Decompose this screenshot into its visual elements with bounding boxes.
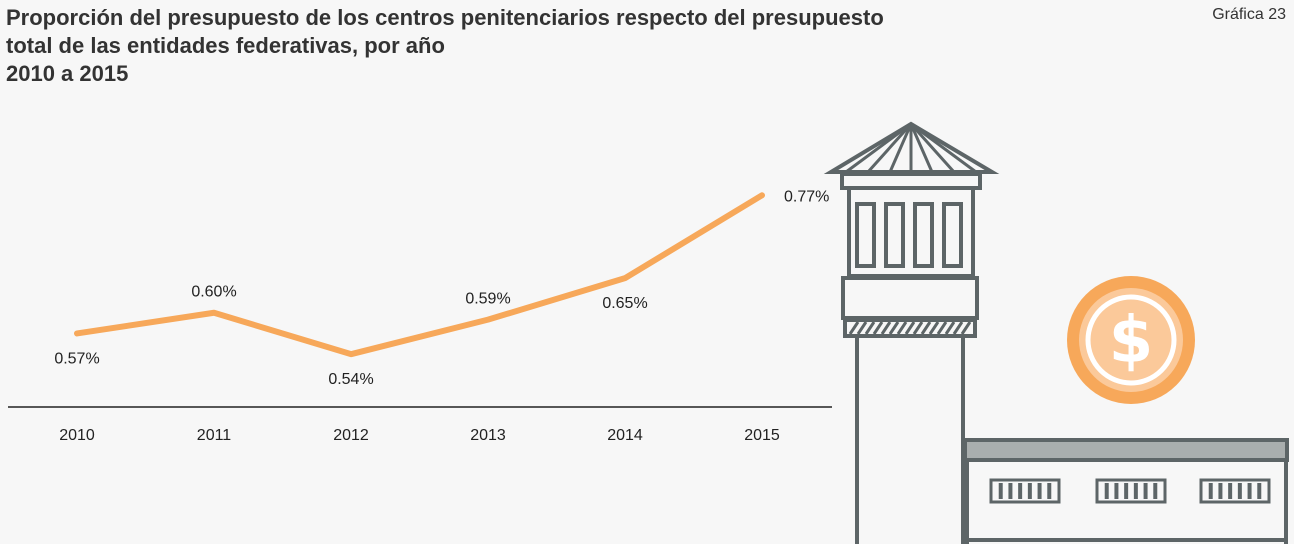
hatch-line	[896, 321, 908, 335]
chart-title: Proporción del presupuesto de los centro…	[6, 4, 906, 88]
dollar-coin-icon: $	[1067, 276, 1195, 404]
data-label-2013: 0.59%	[465, 291, 510, 308]
data-label-2012: 0.54%	[328, 371, 373, 388]
tower-eave	[840, 172, 982, 190]
hatch-line	[944, 321, 956, 335]
chart-title-line-2: total de las entidades federativas, por …	[6, 33, 445, 58]
dollar-sign-icon: $	[1109, 304, 1154, 378]
roof-line	[845, 122, 912, 174]
hatch-line	[880, 321, 892, 335]
roof-line	[910, 122, 977, 174]
data-label-2010: 0.57%	[54, 350, 99, 367]
hatch-line	[920, 321, 932, 335]
hatch-line	[960, 321, 972, 335]
roof-line	[909, 123, 934, 173]
tower-window-1	[855, 202, 876, 268]
tower-hatch-lines	[848, 321, 972, 335]
coin-ring	[1085, 294, 1177, 386]
chart-number-label: Gráfica 23	[1212, 6, 1286, 23]
roof-line	[866, 122, 913, 174]
building-barred-windows	[989, 478, 1271, 504]
hatch-line	[928, 321, 940, 335]
data-label-2011: 0.60%	[191, 284, 236, 301]
chart-title-line-1: Proporción del presupuesto de los centro…	[6, 5, 884, 30]
tower-window-2	[884, 202, 905, 268]
hatch-line	[888, 321, 900, 335]
x-tick-label-2010: 2010	[59, 427, 95, 444]
roof-line	[888, 123, 913, 173]
series-line	[74, 192, 765, 358]
data-label-2014: 0.65%	[602, 295, 647, 312]
x-tick-label-2013: 2013	[470, 427, 506, 444]
barred-window-1	[989, 478, 1061, 504]
x-tick-labels: 2010 2011 2012 2013 2014 2015	[59, 427, 780, 444]
tower-roof-lines	[845, 122, 977, 174]
coin-inner	[1079, 288, 1183, 392]
hatch-line	[912, 321, 924, 335]
roof-line	[909, 122, 956, 174]
x-tick-label-2012: 2012	[333, 427, 369, 444]
hatch-line	[856, 321, 868, 335]
tower-hatched-band	[843, 318, 977, 338]
chart-title-line-3: 2010 a 2015	[6, 61, 129, 86]
x-tick-label-2014: 2014	[607, 427, 643, 444]
building-roof	[963, 438, 1289, 462]
data-label-2015: 0.77%	[784, 188, 829, 205]
barred-window-3	[1199, 478, 1271, 504]
tower-window-3	[913, 202, 934, 268]
hatch-line	[952, 321, 964, 335]
hatch-line	[904, 321, 916, 335]
hatch-line	[864, 321, 876, 335]
hatch-line	[936, 321, 948, 335]
tower-window-4	[942, 202, 963, 268]
x-tick-label-2015: 2015	[744, 427, 780, 444]
prison-building-icon	[963, 438, 1289, 544]
barred-window-2	[1095, 478, 1167, 504]
hatch-line	[848, 321, 860, 335]
hatch-line	[872, 321, 884, 335]
tower-cabin	[847, 186, 975, 278]
data-labels: 0.57% 0.60% 0.54% 0.59% 0.65% 0.77%	[54, 188, 829, 388]
tower-balcony	[841, 276, 979, 320]
x-tick-label-2011: 2011	[197, 427, 232, 444]
